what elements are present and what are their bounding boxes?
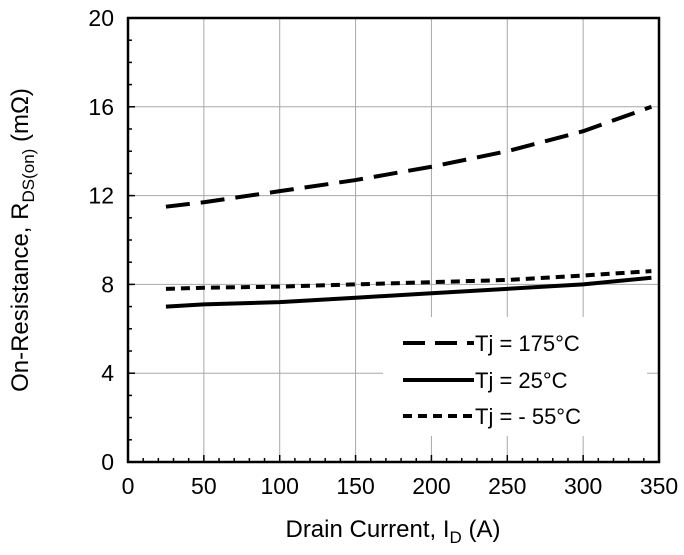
x-tick-label: 0: [122, 473, 135, 499]
y-axis-label-suffix: (mΩ): [7, 88, 34, 149]
y-tick-label: 12: [88, 183, 114, 209]
legend-label-175c: Tj = 175°C: [475, 331, 580, 356]
legend-label-minus55c: Tj = - 55°C: [475, 404, 581, 429]
series-line-175c: [165, 104, 653, 209]
y-axis-label-subscript: DS(on): [19, 149, 38, 203]
legend: Tj = 175°C Tj = 25°C Tj = - 55°C: [383, 317, 647, 436]
x-tick-label: 50: [191, 473, 217, 499]
series-line-25c: [165, 275, 652, 309]
x-tick-label: 200: [412, 473, 450, 499]
x-tick-label: 350: [640, 473, 678, 499]
y-axis-label: On-Resistance, RDS(on) (mΩ): [7, 88, 38, 392]
plot-frame: [126, 16, 661, 464]
x-axis-label-main: Drain Current, I: [285, 516, 449, 543]
legend-label-25c: Tj = 25°C: [475, 368, 568, 393]
y-tick-label: 0: [101, 449, 114, 475]
x-tick-label: 150: [336, 473, 374, 499]
x-tick-label: 250: [488, 473, 526, 499]
y-tick-label: 8: [101, 271, 114, 297]
x-tick-labels: 0 50 100 150 200 250 300 350: [122, 473, 679, 499]
y-tick-label: 16: [88, 94, 114, 120]
x-axis-label-subscript: D: [450, 528, 462, 547]
y-tick-label: 4: [101, 360, 114, 386]
x-tick-label: 300: [564, 473, 602, 499]
series-lines: [165, 104, 653, 309]
y-tick-labels: 0 4 8 12 16 20: [88, 5, 114, 475]
plot-area-border: [126, 16, 661, 464]
x-axis-label: Drain Current, ID (A): [285, 516, 500, 547]
series-line-minus55c: [165, 269, 652, 291]
y-axis-label-main: On-Resistance, R: [7, 203, 34, 392]
y-tick-label: 20: [88, 5, 114, 31]
x-tick-label: 100: [261, 473, 299, 499]
x-axis-label-suffix: (A): [462, 516, 501, 543]
